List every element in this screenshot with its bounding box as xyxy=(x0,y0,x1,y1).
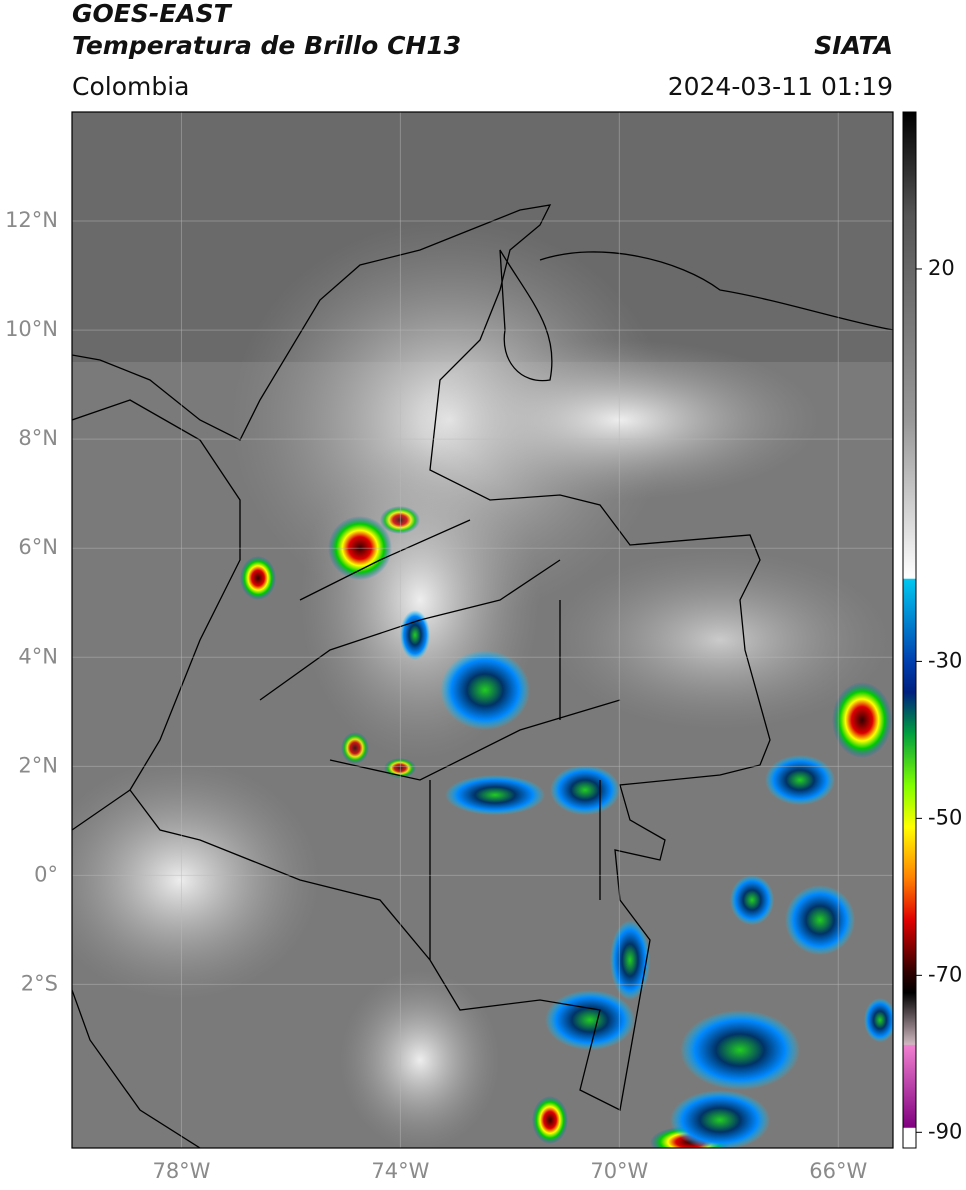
colorbar-tick-label: -70 xyxy=(928,962,962,986)
datetime: 2024-03-11 01:19 xyxy=(668,72,893,101)
y-tick-label: 8°N xyxy=(18,426,58,450)
map-frame xyxy=(71,111,894,1149)
x-tick-label: 70°W xyxy=(590,1159,648,1183)
y-tick-label: 2°S xyxy=(21,971,58,995)
y-tick-label: 0° xyxy=(34,862,58,886)
colorbar-tick-label: 20 xyxy=(928,256,955,280)
colorbar xyxy=(902,111,917,1149)
title: GOES-EAST xyxy=(72,0,233,28)
subtitle: Temperatura de Brillo CH13 xyxy=(72,31,461,60)
region: Colombia xyxy=(72,72,189,101)
y-tick-label: 10°N xyxy=(5,317,58,341)
satellite-image xyxy=(72,112,893,1148)
y-tick-label: 12°N xyxy=(5,208,58,232)
colorbar-tick-label: -50 xyxy=(928,805,962,829)
y-tick-label: 6°N xyxy=(18,535,58,559)
colorbar-tick-label: -30 xyxy=(928,648,962,672)
graticule xyxy=(72,112,893,1148)
y-tick-label: 4°N xyxy=(18,644,58,668)
x-tick-label: 78°W xyxy=(152,1159,210,1183)
source: SIATA xyxy=(814,31,893,60)
x-tick-label: 74°W xyxy=(371,1159,429,1183)
colorbar-tick-label: -90 xyxy=(928,1119,962,1143)
y-tick-label: 2°N xyxy=(18,753,58,777)
x-tick-label: 66°W xyxy=(809,1159,867,1183)
